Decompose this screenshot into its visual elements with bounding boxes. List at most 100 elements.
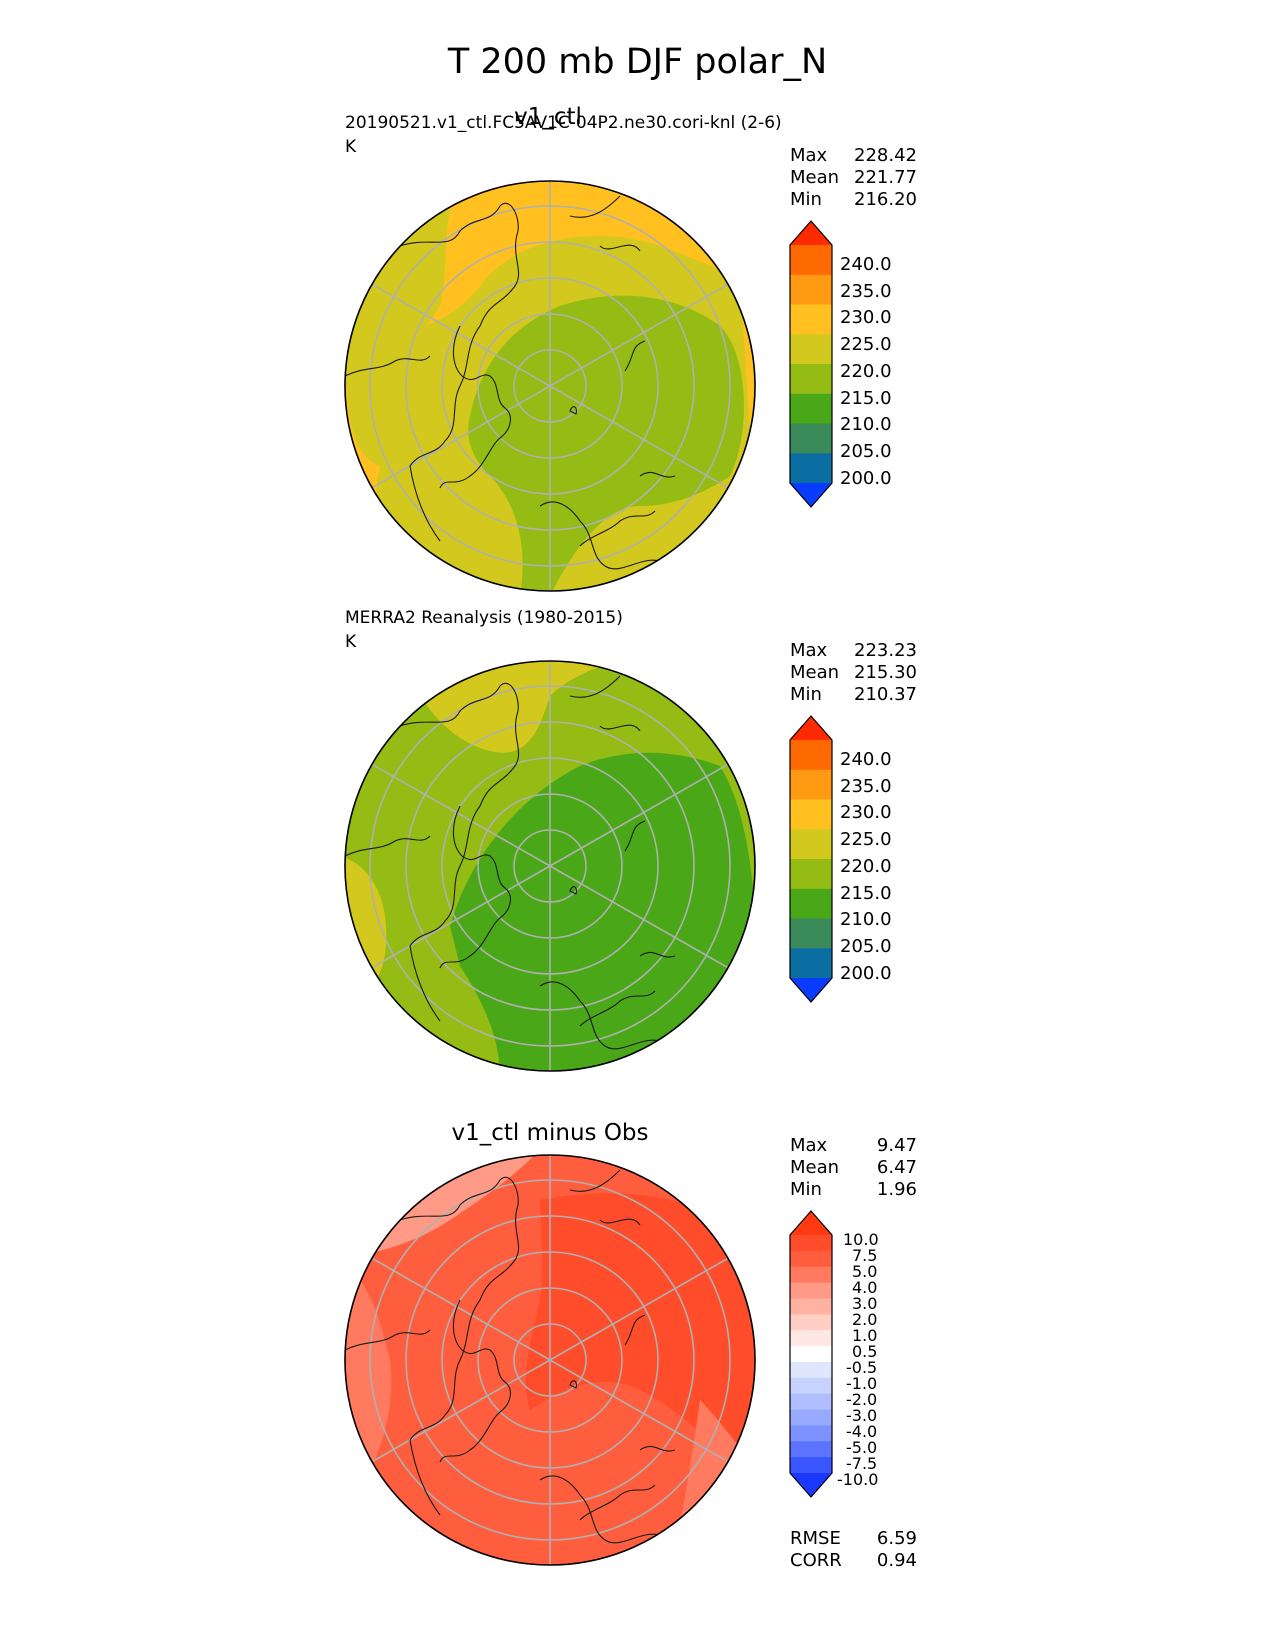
colorbar-tick: -2.0 xyxy=(846,1390,878,1409)
colorbar-outline xyxy=(789,1210,833,1498)
colorbar-segment xyxy=(790,1282,832,1299)
colorbar-extend-max xyxy=(790,1211,832,1235)
colorbar-tick: 210.0 xyxy=(840,414,892,435)
colorbar-extend-min xyxy=(790,1473,832,1497)
colorbar-segment xyxy=(790,1346,832,1363)
colorbar-segment xyxy=(790,1361,832,1379)
graticule-ref xyxy=(345,661,755,1071)
colorbar-outline xyxy=(789,715,833,1003)
colorbar-extend-max xyxy=(790,221,832,245)
colorbar-ref xyxy=(789,715,833,1003)
stat-mean-test: Mean 221.77 xyxy=(790,167,917,188)
colorbar-tick: 215.0 xyxy=(840,388,892,409)
colorbar-tick: -1.0 xyxy=(846,1374,878,1393)
colorbar-tick: 240.0 xyxy=(840,749,892,770)
figure-title: T 200 mb DJF polar_N xyxy=(447,42,828,82)
panel-units-ref: K xyxy=(345,632,357,652)
colorbar-segment xyxy=(790,1393,832,1411)
polar-map-test xyxy=(344,180,756,592)
colorbar-segment xyxy=(790,1441,832,1458)
colorbar-tick: 220.0 xyxy=(840,856,892,877)
stat-min-test: Min 216.20 xyxy=(790,189,917,210)
colorbar-tick: 235.0 xyxy=(840,776,892,797)
colorbar-tick: 2.0 xyxy=(852,1310,878,1329)
panel-subtitle-ref: MERRA2 Reanalysis (1980-2015) xyxy=(345,608,623,628)
colorbar-extend-min xyxy=(790,483,832,507)
panel-units-test: K xyxy=(345,137,357,157)
colorbar-segment xyxy=(790,1425,832,1442)
colorbar-segment xyxy=(790,245,832,276)
colorbar-segment xyxy=(790,859,832,890)
colorbar-segment xyxy=(790,334,832,365)
colorbar-tick: 0.5 xyxy=(852,1342,878,1361)
colorbar-tick: 205.0 xyxy=(840,936,892,957)
colorbar-segment xyxy=(790,888,832,919)
colorbar-segment xyxy=(790,799,832,830)
colorbar-tick: 215.0 xyxy=(840,883,892,904)
colorbar-segment xyxy=(790,1377,832,1395)
colorbar-tick: 230.0 xyxy=(840,802,892,823)
colorbar-extend-min xyxy=(790,978,832,1002)
colorbar-tick: 205.0 xyxy=(840,441,892,462)
colorbar-tick: -7.5 xyxy=(846,1454,878,1473)
polar-map-ref xyxy=(344,660,756,1072)
panel-subtitle-test: 20190521.v1_ctl.FC5AV1C-04P2.ne30.cori-k… xyxy=(345,113,782,133)
colorbar-segment xyxy=(790,1235,832,1252)
graticule-diff xyxy=(345,1155,755,1565)
coastlines-test xyxy=(345,195,676,570)
colorbar-outline xyxy=(789,220,833,508)
metric-corr: CORR 0.94 xyxy=(790,1550,917,1571)
colorbar-segment xyxy=(790,274,832,305)
colorbar-tick: 1.0 xyxy=(852,1326,878,1345)
colorbar-segment xyxy=(790,364,832,395)
coastlines-ref xyxy=(345,675,676,1050)
colorbar-tick: 10.0 xyxy=(843,1230,879,1249)
stat-max-test: Max 228.42 xyxy=(790,145,917,166)
polar-map-diff xyxy=(344,1154,756,1566)
colorbar-segment xyxy=(790,1314,832,1331)
colorbar-segment xyxy=(790,1457,832,1474)
colorbar-segment xyxy=(790,918,832,949)
coastlines-diff xyxy=(345,1169,676,1544)
colorbar-segment xyxy=(790,1250,832,1268)
colorbar-segment xyxy=(790,453,832,484)
colorbar-tick: 225.0 xyxy=(840,829,892,850)
colorbar-tick: 3.0 xyxy=(852,1294,878,1313)
colorbar-segment xyxy=(790,948,832,979)
colorbar-diff xyxy=(789,1210,833,1498)
colorbar-tick: 4.0 xyxy=(852,1278,878,1297)
colorbar-extend-max xyxy=(790,716,832,740)
metric-rmse: RMSE 6.59 xyxy=(790,1528,917,1549)
colorbar-tick: 240.0 xyxy=(840,254,892,275)
colorbar-segment xyxy=(790,304,832,335)
colorbar-tick: -10.0 xyxy=(837,1470,879,1489)
colorbar-tick: 5.0 xyxy=(852,1262,878,1281)
colorbar-tick: -5.0 xyxy=(846,1438,878,1457)
colorbar-segment xyxy=(790,1330,832,1347)
colorbar-tick: -3.0 xyxy=(846,1406,878,1425)
colorbar-segment xyxy=(790,1409,832,1426)
colorbar-segment xyxy=(790,740,832,771)
colorbar-tick: -4.0 xyxy=(846,1422,878,1441)
colorbar-tick: 225.0 xyxy=(840,334,892,355)
colorbar-segment xyxy=(790,393,832,424)
stat-min-diff: Min 1.96 xyxy=(790,1179,917,1200)
colorbar-segment xyxy=(790,1266,832,1284)
colorbar-tick: -0.5 xyxy=(846,1358,878,1377)
stat-mean-ref: Mean 215.30 xyxy=(790,662,917,683)
panel-title-diff: v1_ctl minus Obs xyxy=(451,1120,649,1146)
graticule-test xyxy=(345,181,755,591)
colorbar-test xyxy=(789,220,833,508)
colorbar-tick: 235.0 xyxy=(840,281,892,302)
stat-max-ref: Max 223.23 xyxy=(790,640,917,661)
colorbar-tick: 220.0 xyxy=(840,361,892,382)
colorbar-segment xyxy=(790,829,832,860)
stat-mean-diff: Mean 6.47 xyxy=(790,1157,917,1178)
colorbar-tick: 200.0 xyxy=(840,468,892,489)
colorbar-tick: 7.5 xyxy=(852,1246,878,1265)
colorbar-tick: 210.0 xyxy=(840,909,892,930)
colorbar-segment xyxy=(790,1298,832,1315)
colorbar-tick: 230.0 xyxy=(840,307,892,328)
colorbar-segment xyxy=(790,423,832,454)
panel-title-test: v1_ctl xyxy=(514,104,582,130)
